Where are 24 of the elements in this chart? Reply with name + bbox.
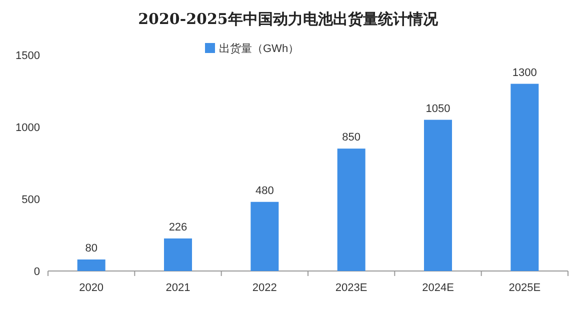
data-label: 1050 xyxy=(426,102,450,115)
x-tick-label: 2022 xyxy=(252,282,277,294)
bar xyxy=(250,202,279,271)
legend-label: 出货量（GWh） xyxy=(219,42,300,55)
data-label: 480 xyxy=(255,184,274,197)
bar xyxy=(77,259,106,271)
data-label: 850 xyxy=(342,132,361,144)
x-tick-label: 2025E xyxy=(508,282,541,294)
y-tick-label: 500 xyxy=(22,194,40,206)
x-tick-label: 2020 xyxy=(79,282,104,294)
data-label: 1300 xyxy=(512,66,537,79)
bar xyxy=(164,238,192,271)
x-tick-label: 2021 xyxy=(166,282,190,294)
y-tick-label: 1000 xyxy=(16,122,40,134)
x-tick-label: 2023E xyxy=(335,282,368,294)
x-tick-label: 2024E xyxy=(422,282,454,294)
chart-title: 2020-2025年中国动力电池出货量统计情况 xyxy=(138,10,439,28)
bar xyxy=(337,148,366,271)
y-tick-label: 1500 xyxy=(16,50,40,62)
y-tick-label: 0 xyxy=(34,266,40,278)
bar xyxy=(424,120,452,271)
bar xyxy=(510,84,539,271)
data-label: 226 xyxy=(168,221,188,234)
data-label: 80 xyxy=(85,242,98,254)
